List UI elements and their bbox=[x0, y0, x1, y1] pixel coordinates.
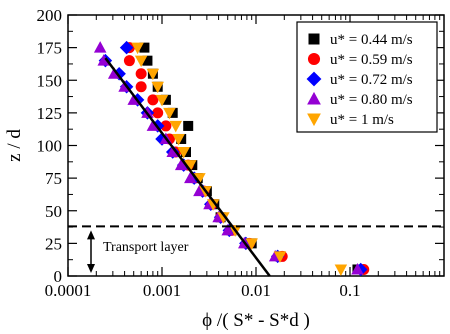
data-point-4 bbox=[146, 68, 160, 81]
data-point-2 bbox=[119, 40, 134, 55]
legend-label: u* = 0.44 m/s bbox=[330, 32, 413, 48]
data-point-3 bbox=[184, 171, 197, 184]
labels-layer: 0 25 50 75 100 125 150 175 200 0.0001 0.001 0.01 0.1… bbox=[4, 6, 361, 331]
data-point-3 bbox=[127, 93, 140, 105]
data-point-0 bbox=[160, 94, 171, 105]
data-point-1 bbox=[135, 81, 147, 93]
data-point-4 bbox=[134, 55, 148, 68]
data-point-0 bbox=[183, 120, 194, 131]
data-point-4 bbox=[155, 94, 169, 107]
data-point-1 bbox=[123, 55, 135, 67]
data-point-1 bbox=[147, 94, 159, 106]
data-point-3 bbox=[166, 145, 179, 158]
fit-line bbox=[104, 57, 271, 277]
legend-marker bbox=[306, 71, 322, 87]
data-point-3 bbox=[351, 262, 364, 275]
data-point-3 bbox=[193, 184, 206, 197]
y-tick-label: 75 bbox=[45, 169, 62, 188]
legend-marker bbox=[307, 52, 321, 66]
y-tick-label: 200 bbox=[37, 6, 63, 25]
data-point-4 bbox=[334, 264, 348, 276]
x-tick-label: 0.001 bbox=[143, 281, 181, 300]
data-point-4 bbox=[131, 42, 144, 55]
legend-marker bbox=[307, 91, 321, 105]
y-tick-label: 25 bbox=[45, 234, 62, 253]
data-point-3 bbox=[93, 41, 107, 53]
y-axis-label: z / d bbox=[4, 129, 25, 162]
legend: u* = 0.44 m/s u* = 0.59 m/s u* = 0.72 m/s u… bbox=[296, 21, 438, 133]
x-tick-label: 0.01 bbox=[241, 281, 271, 300]
data-point-3 bbox=[146, 119, 160, 131]
annotation-label: Transport layer bbox=[103, 240, 189, 255]
legend-label: u* = 1 m/s bbox=[330, 112, 394, 128]
legend-label: u* = 0.59 m/s bbox=[330, 52, 413, 68]
data-point-4 bbox=[163, 107, 176, 120]
data-point-1 bbox=[135, 68, 147, 80]
data-point-4 bbox=[169, 120, 182, 133]
data-point-4 bbox=[177, 147, 190, 159]
legend-marker bbox=[307, 113, 321, 127]
x-tick-label: 0.1 bbox=[339, 281, 360, 300]
data-point-3 bbox=[221, 223, 234, 236]
legend-label: u* = 0.80 m/s bbox=[330, 92, 413, 108]
y-tick-label: 175 bbox=[37, 39, 63, 58]
data-point-4 bbox=[193, 173, 206, 185]
data-point-4 bbox=[273, 251, 287, 263]
y-tick-label: 150 bbox=[37, 71, 63, 90]
y-tick-label: 100 bbox=[37, 137, 63, 156]
marks-layer bbox=[67, 14, 445, 277]
x-tick-label: 0.0001 bbox=[45, 281, 92, 300]
data-point-4 bbox=[217, 212, 230, 224]
y-tick-label: 0 bbox=[54, 267, 63, 286]
data-point-4 bbox=[172, 133, 185, 146]
data-point-4 bbox=[245, 238, 258, 250]
data-point-4 bbox=[206, 199, 220, 211]
annotation-arrow-head-up bbox=[87, 230, 95, 240]
y-tick-label: 50 bbox=[45, 202, 62, 221]
data-point-0 bbox=[139, 42, 150, 53]
data-point-4 bbox=[151, 81, 164, 94]
data-point-3 bbox=[97, 54, 110, 66]
x-axis-label: ϕ /( S* - S*d ) bbox=[202, 310, 310, 331]
legend-marker bbox=[308, 33, 320, 45]
y-tick-label: 125 bbox=[37, 104, 63, 123]
data-point-3 bbox=[174, 158, 188, 171]
legend-label: u* = 0.72 m/s bbox=[330, 72, 413, 88]
data-point-4 bbox=[184, 160, 197, 172]
annotation-arrow-head-down bbox=[87, 264, 95, 273]
data-point-0 bbox=[142, 55, 153, 66]
data-point-1 bbox=[160, 120, 172, 132]
data-point-1 bbox=[152, 107, 164, 119]
